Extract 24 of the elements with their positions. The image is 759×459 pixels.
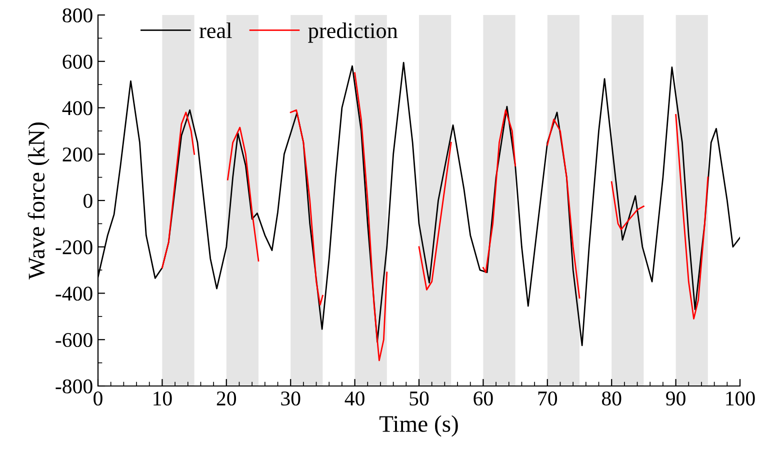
y-tick-label: -600 — [56, 333, 92, 348]
y-tick-label: 600 — [62, 54, 92, 69]
y-tick-label: -400 — [56, 286, 92, 301]
y-tick-label: 400 — [62, 101, 92, 116]
x-tick-label: 40 — [344, 391, 364, 406]
y-tick-label: -200 — [56, 240, 92, 254]
x-tick-label: 80 — [602, 391, 622, 406]
x-tick-label: 10 — [154, 391, 172, 406]
y-tick-label: 200 — [62, 148, 92, 162]
x-tick-label: 0 — [94, 391, 102, 406]
x-tick-label: 60 — [474, 391, 493, 406]
y-tick-label: 0 — [84, 194, 92, 208]
y-tick-label: 800 — [62, 8, 92, 22]
x-tick-label: 70 — [538, 391, 558, 406]
y-tick-label: -800 — [56, 379, 92, 394]
legend-label: prediction — [308, 22, 398, 43]
x-tick-label: 20 — [216, 391, 236, 406]
x-tick-label: 30 — [281, 391, 300, 406]
x-tick-label: 90 — [666, 391, 686, 406]
x-tick-label: 50 — [410, 391, 429, 406]
legend-label: real — [199, 22, 232, 38]
y-axis-title: Wave force (kN) — [28, 122, 50, 280]
x-tick-label: 100 — [726, 391, 755, 406]
x-axis-title: Time (s) — [380, 415, 458, 437]
